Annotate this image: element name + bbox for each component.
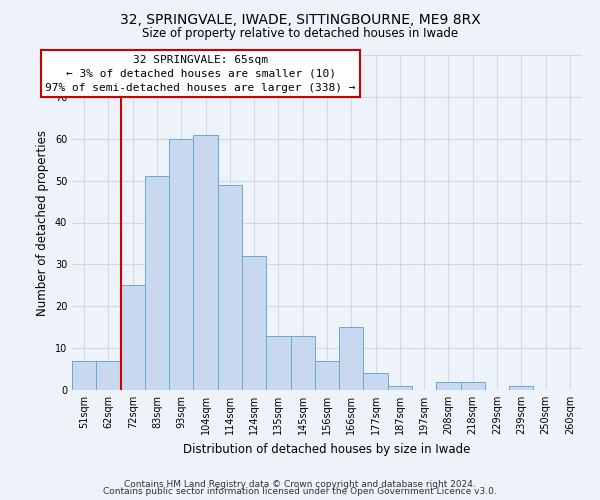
X-axis label: Distribution of detached houses by size in Iwade: Distribution of detached houses by size … bbox=[184, 442, 470, 456]
Text: 32 SPRINGVALE: 65sqm
← 3% of detached houses are smaller (10)
97% of semi-detach: 32 SPRINGVALE: 65sqm ← 3% of detached ho… bbox=[46, 55, 356, 93]
Bar bbox=[169, 138, 193, 390]
Bar bbox=[461, 382, 485, 390]
Bar bbox=[509, 386, 533, 390]
Bar bbox=[145, 176, 169, 390]
Bar bbox=[436, 382, 461, 390]
Text: Size of property relative to detached houses in Iwade: Size of property relative to detached ho… bbox=[142, 28, 458, 40]
Bar bbox=[388, 386, 412, 390]
Bar bbox=[364, 373, 388, 390]
Bar bbox=[266, 336, 290, 390]
Bar bbox=[96, 360, 121, 390]
Bar bbox=[315, 360, 339, 390]
Bar bbox=[290, 336, 315, 390]
Text: Contains public sector information licensed under the Open Government Licence v3: Contains public sector information licen… bbox=[103, 488, 497, 496]
Bar bbox=[218, 185, 242, 390]
Bar bbox=[339, 327, 364, 390]
Bar bbox=[72, 360, 96, 390]
Bar bbox=[193, 134, 218, 390]
Text: Contains HM Land Registry data © Crown copyright and database right 2024.: Contains HM Land Registry data © Crown c… bbox=[124, 480, 476, 489]
Y-axis label: Number of detached properties: Number of detached properties bbox=[36, 130, 49, 316]
Text: 32, SPRINGVALE, IWADE, SITTINGBOURNE, ME9 8RX: 32, SPRINGVALE, IWADE, SITTINGBOURNE, ME… bbox=[119, 12, 481, 26]
Bar bbox=[121, 286, 145, 390]
Bar bbox=[242, 256, 266, 390]
